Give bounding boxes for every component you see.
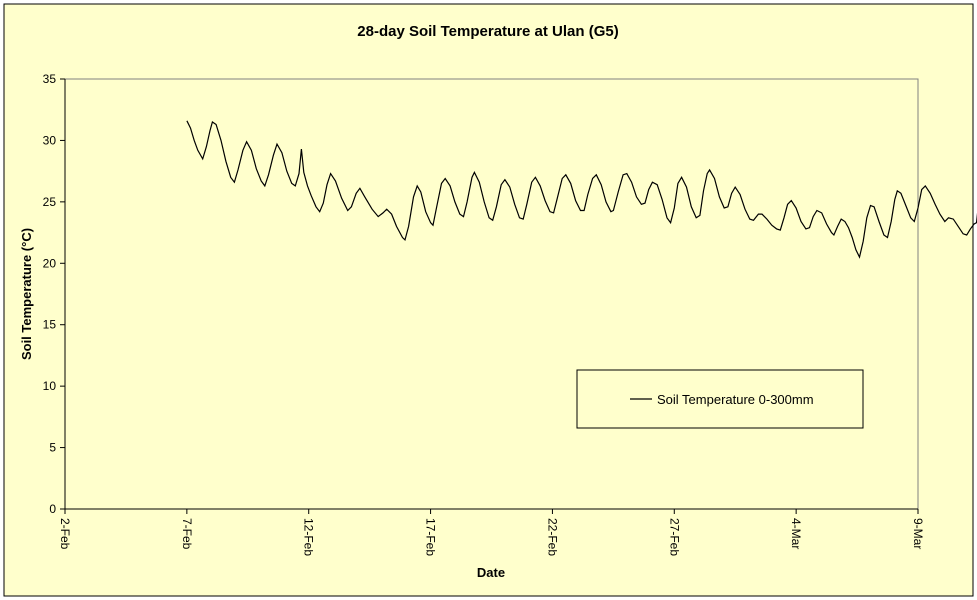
- x-tick-label: 12-Feb: [302, 518, 316, 556]
- y-tick-label: 0: [49, 502, 56, 516]
- y-tick-label: 15: [43, 318, 57, 332]
- y-tick-label: 30: [43, 133, 57, 147]
- y-tick-label: 5: [49, 441, 56, 455]
- x-tick-label: 2-Feb: [58, 518, 72, 550]
- y-ticks-group: 0 5 10 15 20 25 30 35: [43, 72, 65, 516]
- legend-box: [576, 369, 864, 429]
- x-tick-label: 4-Mar: [789, 518, 803, 549]
- y-tick-label: 20: [43, 256, 57, 270]
- x-tick-label: 22-Feb: [545, 518, 559, 556]
- chart-title: 28-day Soil Temperature at Ulan (G5): [357, 23, 618, 40]
- y-tick-label: 35: [43, 72, 57, 86]
- x-tick-label: 17-Feb: [424, 518, 438, 556]
- y-tick-label: 25: [43, 195, 57, 209]
- x-tick-label: 9-Mar: [911, 518, 925, 549]
- y-axis-label: Soil Temperature (°C): [19, 228, 34, 360]
- legend-label: Soil Temperature 0-300mm: [657, 392, 814, 407]
- plot-area: [64, 78, 919, 510]
- x-tick-label: 7-Feb: [180, 518, 194, 550]
- x-ticks-group: 2-Feb 7-Feb 12-Feb 17-Feb 22-Feb 27-Feb 4-Mar 9…: [58, 509, 925, 556]
- x-axis-label: Date: [477, 565, 505, 580]
- x-tick-label: 27-Feb: [667, 518, 681, 556]
- series-line-soil-temperature: [186, 120, 977, 259]
- legend: Soil Temperature 0-300mm: [576, 369, 864, 429]
- y-tick-label: 10: [43, 379, 57, 393]
